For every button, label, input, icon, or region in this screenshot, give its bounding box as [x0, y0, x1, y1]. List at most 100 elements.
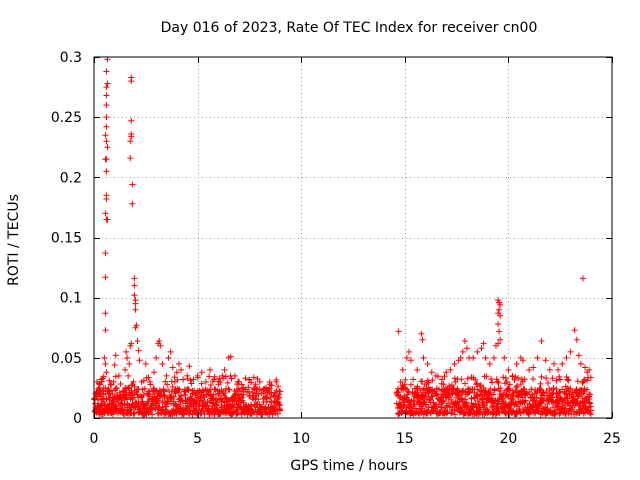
data-point — [231, 372, 238, 379]
band-point — [494, 378, 501, 385]
band-point — [271, 403, 278, 410]
band-point — [579, 379, 586, 386]
band-point — [556, 410, 563, 417]
band-point — [506, 381, 513, 388]
data-point — [103, 84, 110, 91]
data-point — [447, 366, 454, 373]
data-point — [104, 144, 111, 151]
x-tick-label: 25 — [603, 431, 621, 447]
band-point — [477, 382, 484, 389]
data-point — [124, 354, 131, 361]
data-point — [129, 390, 136, 397]
data-point — [534, 354, 541, 361]
data-point — [103, 168, 110, 175]
band-point — [224, 379, 231, 386]
data-point — [273, 378, 280, 385]
band-point — [109, 411, 116, 418]
band-point — [187, 377, 194, 384]
band-point — [139, 398, 146, 405]
data-point — [117, 393, 124, 400]
band-point — [407, 381, 414, 388]
band-point — [207, 386, 214, 393]
y-tick-label: 0 — [73, 411, 82, 427]
band-point — [411, 401, 418, 408]
band-point — [137, 392, 144, 399]
band-point — [474, 380, 481, 387]
data-point — [408, 357, 415, 364]
band-point — [176, 386, 183, 393]
data-point — [132, 324, 139, 331]
band-point — [206, 373, 213, 380]
x-tick-labels: 0 5 10 15 20 25 — [90, 431, 621, 447]
band-point — [106, 377, 113, 384]
band-point — [439, 398, 446, 405]
data-point — [262, 384, 269, 391]
data-point — [151, 369, 158, 376]
x-axis-label: GPS time / hours — [290, 458, 407, 474]
band-point — [564, 376, 571, 383]
band-point — [103, 395, 110, 402]
data-point — [256, 378, 263, 385]
band-point — [414, 383, 421, 390]
band-point — [228, 375, 235, 382]
data-point — [542, 357, 549, 364]
band-point — [222, 389, 229, 396]
data-point — [482, 354, 489, 361]
data-point — [470, 354, 477, 361]
band-point — [474, 398, 481, 405]
data-point — [113, 384, 120, 391]
band-point — [449, 403, 456, 410]
data-point — [142, 360, 149, 367]
data-point — [101, 354, 108, 361]
band-point — [556, 373, 563, 380]
band-point — [521, 376, 528, 383]
data-point — [135, 347, 142, 354]
band-point — [146, 393, 153, 400]
band-point — [507, 406, 514, 413]
data-point — [131, 275, 138, 282]
band-point — [112, 402, 119, 409]
band-point — [537, 386, 544, 393]
x-tick-label: 15 — [396, 431, 414, 447]
band-point — [180, 411, 187, 418]
band-point — [211, 385, 218, 392]
band-point — [495, 379, 502, 386]
band-point — [587, 374, 594, 381]
data-point — [102, 250, 109, 257]
data-point — [486, 360, 493, 367]
x-tick-label: 20 — [499, 431, 517, 447]
band-point — [275, 383, 282, 390]
axis-ticks — [94, 57, 613, 419]
band-point — [443, 386, 450, 393]
band-point — [211, 373, 218, 380]
band-point — [437, 394, 444, 401]
data-point — [123, 348, 130, 355]
band-point — [185, 387, 192, 394]
band-point — [468, 395, 475, 402]
data-point — [573, 336, 580, 343]
band-point — [463, 402, 470, 409]
band-point — [486, 392, 493, 399]
data-point — [559, 360, 566, 367]
band-point — [483, 399, 490, 406]
data-point — [111, 362, 118, 369]
data-point — [104, 80, 111, 87]
data-point — [538, 337, 545, 344]
band-point — [135, 386, 142, 393]
band-point — [488, 375, 495, 382]
band-point — [574, 378, 581, 385]
band-point — [490, 402, 497, 409]
band-point — [555, 392, 562, 399]
data-point — [184, 372, 191, 379]
band-point — [523, 389, 530, 396]
data-point — [463, 345, 470, 352]
band-point — [254, 375, 261, 382]
data-point — [496, 328, 503, 335]
data-point — [128, 117, 135, 124]
data-point — [420, 354, 427, 361]
y-axis-label: ROTI / TECUs — [6, 194, 22, 286]
data-point — [132, 300, 139, 307]
band-point — [245, 384, 252, 391]
data-point — [125, 372, 132, 379]
